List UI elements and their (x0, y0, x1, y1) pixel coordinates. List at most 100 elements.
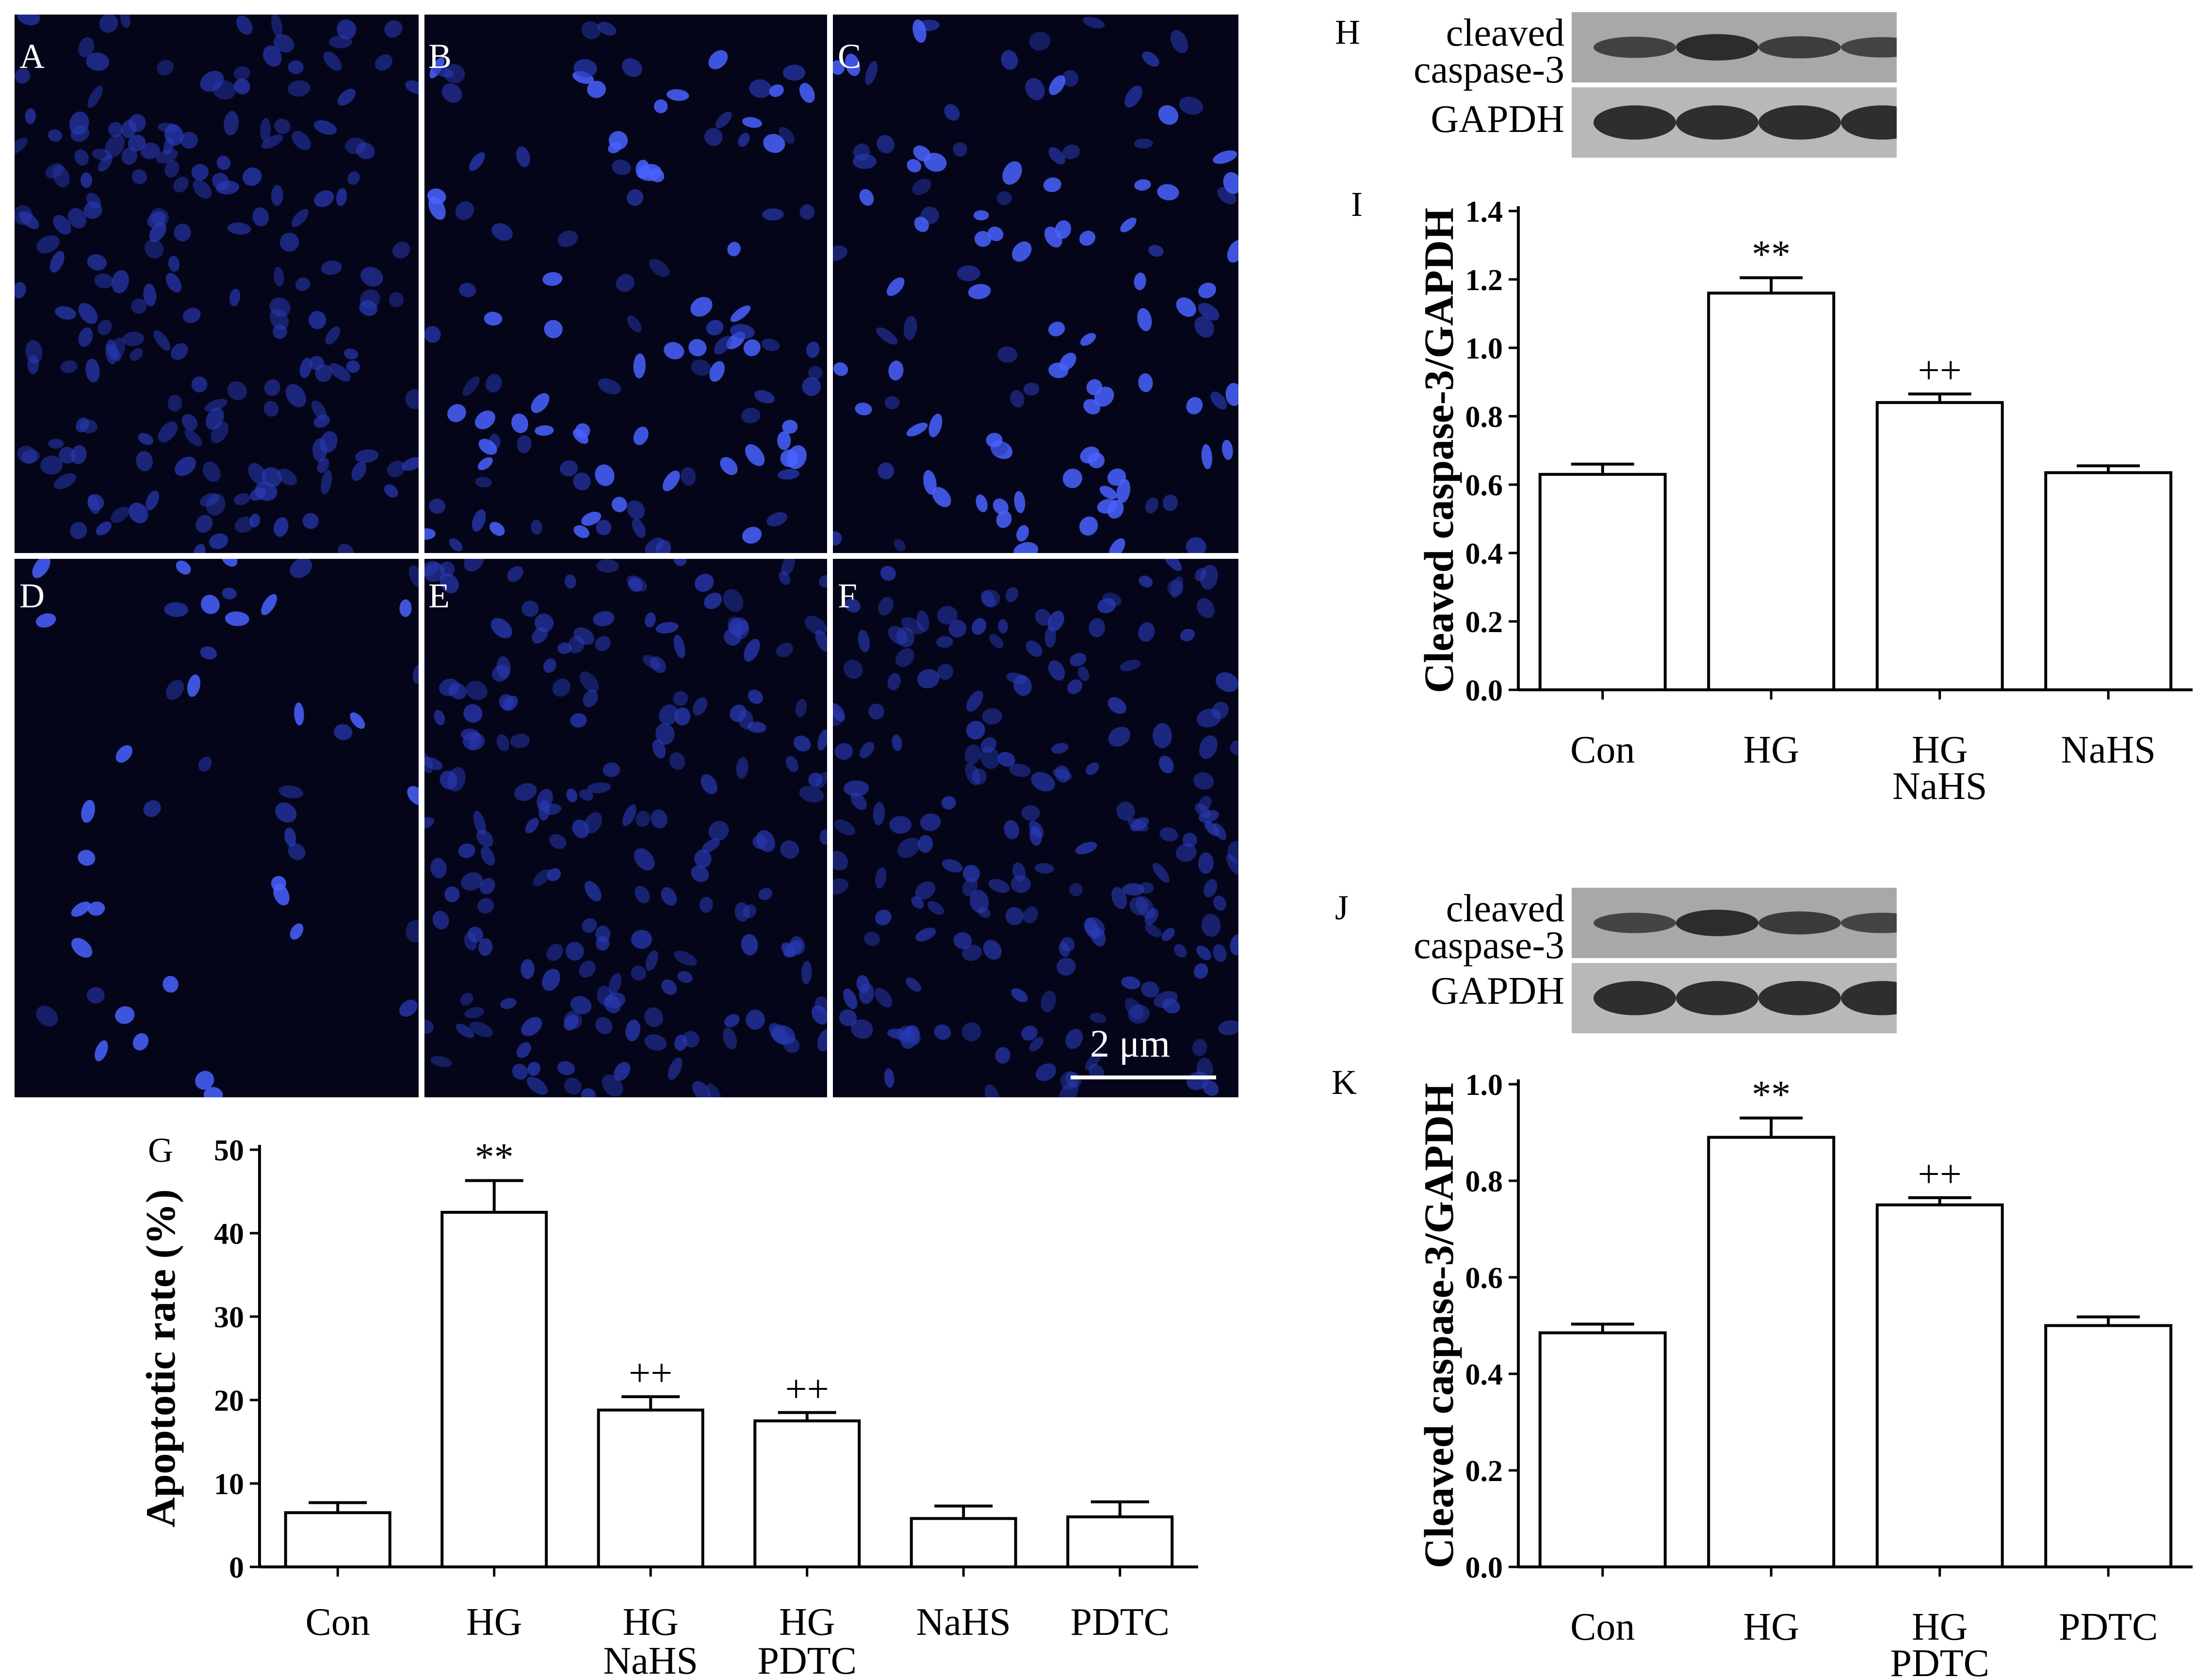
nucleus (1148, 244, 1164, 257)
nucleus (510, 733, 530, 748)
nucleus (1193, 772, 1214, 790)
nucleus (263, 45, 282, 67)
nucleus (222, 587, 237, 600)
scale-bar (1071, 1075, 1216, 1079)
nucleus (491, 223, 513, 241)
nucleus (628, 577, 643, 592)
nucleus (843, 988, 858, 1010)
nucleus (428, 196, 446, 220)
nucleus (1010, 875, 1031, 893)
nucleus (1031, 772, 1055, 792)
blot-band (1841, 912, 1897, 933)
micrograph-d-image (15, 559, 419, 1097)
nucleus (965, 763, 980, 786)
nucleus (464, 932, 477, 951)
nucleus (430, 858, 447, 879)
nucleus (131, 169, 147, 184)
nucleus (688, 339, 707, 357)
nucleus (655, 622, 679, 634)
nucleus (1048, 322, 1065, 337)
nucleus (1035, 609, 1051, 626)
nucleus (104, 134, 125, 158)
nucleus (290, 559, 312, 578)
nucleus (738, 132, 750, 147)
nucleus (974, 231, 992, 247)
nucleus (734, 902, 750, 922)
nucleus (1212, 823, 1227, 840)
nucleus (216, 155, 231, 170)
significance-label: ** (475, 1136, 514, 1179)
nucleus (761, 339, 780, 351)
nucleus (15, 138, 28, 155)
nucleus (405, 80, 419, 95)
nucleus (285, 384, 307, 407)
nucleus (108, 122, 124, 137)
x-tick-label: HG (466, 1601, 522, 1644)
nucleus (1055, 220, 1071, 239)
nucleus (1082, 16, 1105, 29)
nucleus (1124, 85, 1142, 108)
nucleus (651, 809, 668, 829)
nucleus (182, 308, 201, 324)
nucleus (781, 559, 795, 576)
nucleus (905, 1026, 921, 1045)
nucleus (579, 789, 594, 801)
bar (1875, 401, 2004, 691)
nucleus (542, 968, 560, 991)
nucleus (673, 691, 688, 706)
nucleus (756, 830, 775, 852)
nucleus (730, 324, 755, 339)
nucleus (1139, 575, 1153, 587)
nucleus (593, 611, 615, 627)
nucleus (1062, 468, 1083, 489)
nucleus (889, 816, 912, 834)
nucleus (535, 613, 554, 633)
nucleus (546, 944, 563, 961)
nucleus (776, 642, 793, 657)
nucleus (360, 266, 383, 287)
nucleus (1069, 882, 1083, 896)
nucleus (1161, 928, 1175, 941)
nucleus (661, 887, 677, 906)
x-tick-label: HG (1912, 1606, 1968, 1648)
nucleus (1111, 887, 1127, 909)
nucleus (227, 222, 251, 235)
nucleus (273, 324, 287, 339)
nucleus (321, 260, 342, 275)
nucleus (748, 689, 763, 704)
nucleus (1199, 735, 1218, 759)
panel-letter-c: C (838, 37, 862, 76)
nucleus (644, 1007, 664, 1027)
nucleus (820, 829, 827, 845)
bar (1707, 292, 1836, 691)
bar (910, 1517, 1017, 1568)
nucleus (723, 589, 744, 612)
nucleus (762, 208, 784, 221)
nucleus (692, 697, 708, 716)
nucleus (455, 1024, 474, 1038)
nucleus (982, 708, 1003, 725)
nucleus (880, 566, 896, 581)
nucleus (261, 594, 277, 616)
nucleus (74, 149, 89, 166)
nucleus (785, 756, 798, 772)
nucleus (1218, 1020, 1238, 1035)
nucleus (998, 619, 1008, 634)
nucleus (1138, 373, 1153, 392)
nucleus (602, 762, 620, 777)
nucleus (1186, 397, 1203, 415)
nucleus (746, 1010, 765, 1030)
nucleus (455, 201, 474, 220)
nucleus (996, 191, 1012, 205)
nucleus (478, 439, 497, 455)
nucleus (191, 163, 209, 180)
nucleus (645, 537, 664, 553)
nucleus (424, 817, 434, 830)
nucleus (473, 811, 486, 835)
nucleus (424, 562, 445, 582)
nucleus (1200, 565, 1218, 590)
bar (440, 1211, 548, 1568)
y-tick-label: 0.0 (1465, 674, 1503, 707)
blot-band (1594, 912, 1676, 933)
nucleus (730, 305, 751, 322)
